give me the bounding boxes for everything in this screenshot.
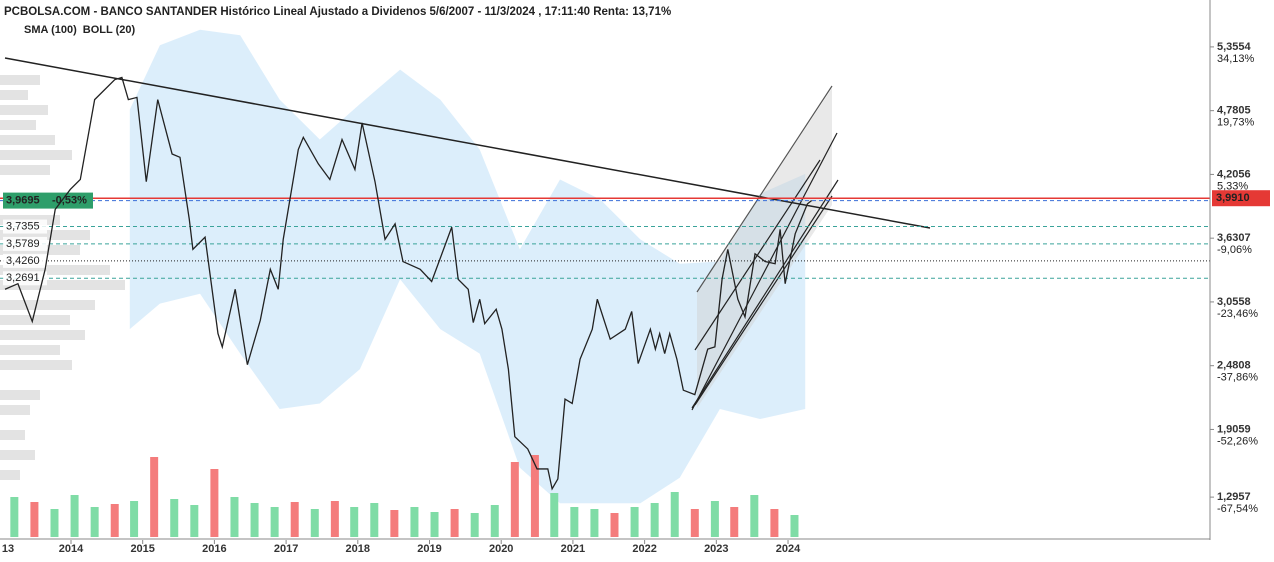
volume-bar [630, 507, 639, 537]
level-label: 3,2691 [6, 272, 40, 284]
x-tick-label: 2020 [489, 543, 513, 555]
y-tick-label: 4,7805 [1217, 105, 1251, 117]
legend-entry: BOLL (20) [83, 24, 136, 36]
y-tick-change: 19,73% [1217, 117, 1255, 129]
level-label: 3,7355 [6, 220, 40, 232]
volume-bar [190, 505, 199, 537]
last-change: -0,53% [52, 195, 87, 207]
volume-bar [70, 495, 79, 537]
level-label: 3,5789 [6, 238, 40, 250]
x-tick-label: 2024 [776, 543, 801, 555]
volume-bar [170, 499, 179, 537]
volume-bar [390, 510, 399, 537]
level-label-bg [3, 219, 47, 234]
volume-bar [10, 497, 19, 537]
x-tick-label: 2019 [417, 543, 441, 555]
volume-bar [110, 504, 119, 537]
x-tick-label: 2022 [632, 543, 656, 555]
y-tick-label: 3,6307 [1217, 232, 1251, 244]
legend-entry: SMA (100) [24, 24, 77, 36]
volume-bar [450, 509, 459, 537]
reference-label-bg [1212, 190, 1270, 207]
volume-bar [550, 493, 559, 537]
y-tick-label: 3,0558 [1217, 296, 1251, 308]
level-label: 3,4260 [6, 255, 40, 267]
volume-bar [510, 462, 519, 537]
y-tick-label: 2,4808 [1217, 360, 1251, 372]
x-tick-label: 2015 [130, 543, 154, 555]
volume-bar [710, 501, 719, 537]
volume-bar [30, 502, 39, 537]
x-tick-label: 2014 [59, 543, 84, 555]
volume-bar [690, 509, 699, 537]
reference-label: 3,9910 [1216, 192, 1250, 204]
volume-bar [470, 513, 479, 537]
y-tick-label: 1,2957 [1217, 491, 1251, 503]
price-line [4, 76, 813, 491]
y-tick-change: 34,13% [1217, 53, 1255, 65]
y-tick-change: -37,86% [1217, 372, 1258, 384]
volume-bar [310, 509, 319, 537]
volume-bar [590, 509, 599, 537]
volume-bar [730, 507, 739, 537]
volume-bar [750, 495, 759, 537]
volume-bar [90, 507, 99, 537]
volume-bar [250, 503, 259, 537]
volume-bar [330, 501, 339, 537]
volume-bar [50, 509, 59, 537]
last-label: 3,9695 [6, 195, 40, 207]
level-label-bg [3, 253, 47, 268]
volume-bar [530, 455, 539, 537]
volume-bar [290, 502, 299, 537]
volume-bar [770, 509, 779, 537]
x-tick-label: 2023 [704, 543, 728, 555]
x-tick-label: 2016 [202, 543, 226, 555]
y-tick-label: 5,3554 [1217, 41, 1252, 53]
y-tick-change: 5,33% [1217, 180, 1248, 192]
x-tick-label: 2018 [346, 543, 370, 555]
y-tick-change: -9,06% [1217, 244, 1252, 256]
volume-bar [370, 503, 379, 537]
x-tick-label: 13 [2, 543, 14, 555]
x-tick-label: 2021 [561, 543, 585, 555]
volume-bar [650, 503, 659, 537]
y-tick-label: 4,2056 [1217, 168, 1251, 180]
x-tick-label: 2017 [274, 543, 298, 555]
volume-bar [670, 492, 679, 537]
volume-bar [490, 505, 499, 537]
volume-bar [790, 515, 799, 537]
volume-bar [150, 457, 159, 537]
chart-title: PCBOLSA.COM - BANCO SANTANDER Histórico … [4, 6, 671, 18]
trend-lines [4, 57, 931, 411]
volume-bar [270, 507, 279, 537]
volume-bar [230, 497, 239, 537]
volume-bar [610, 513, 619, 537]
volume-bar [350, 507, 359, 537]
volume-bar [410, 507, 419, 537]
last-label-bg [3, 192, 93, 209]
level-label-bg [3, 236, 47, 251]
volume-bar [210, 469, 219, 537]
y-tick-change: -23,46% [1217, 308, 1258, 320]
volume-bar [130, 501, 139, 537]
y-tick-label: 1,9059 [1217, 423, 1251, 435]
level-label-bg [3, 271, 47, 286]
volume-bar [430, 512, 439, 537]
y-tick-change: -67,54% [1217, 503, 1258, 515]
volume-bar [570, 507, 579, 537]
y-tick-change: -52,26% [1217, 435, 1258, 447]
